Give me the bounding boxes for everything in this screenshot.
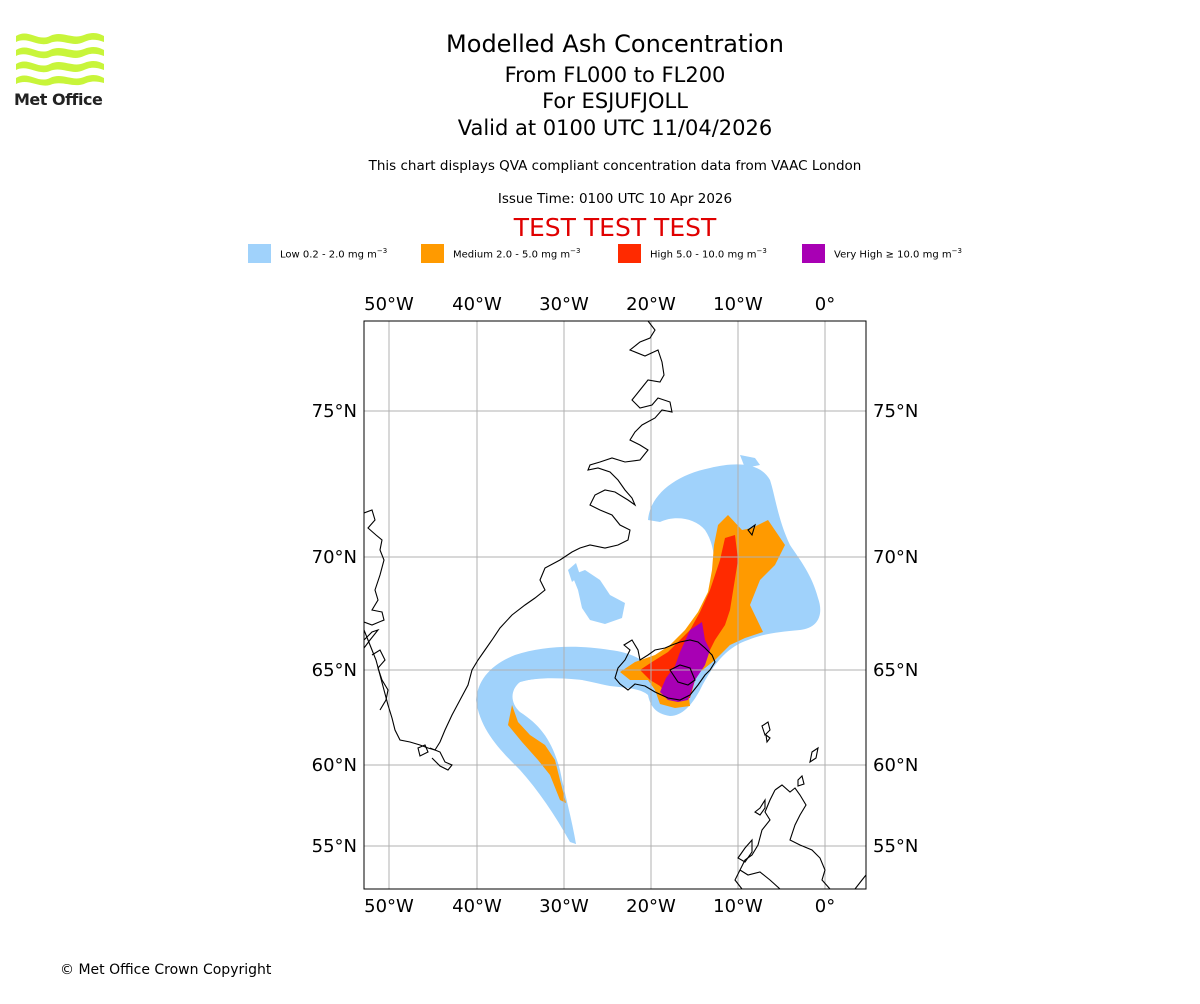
legend-unit-very-high: −3 [951, 247, 962, 255]
lat-label: 70°N [873, 547, 918, 568]
chart-title: Modelled Ash Concentration [446, 30, 784, 58]
legend-unit-low: −3 [376, 247, 388, 255]
lon-label: 30°W [539, 294, 589, 315]
lon-label: 0° [815, 896, 835, 917]
lon-label: 10°W [713, 294, 763, 315]
met-office-logo: Met Office [14, 30, 106, 112]
legend-label-very-high: Very High ≥ 10.0 mg m [834, 249, 952, 261]
legend-swatch-medium [421, 244, 444, 263]
legend-label-medium: Medium 2.0 - 5.0 mg m [453, 249, 571, 261]
lat-label: 60°N [873, 755, 918, 776]
lon-label: 10°W [713, 896, 763, 917]
lon-label: 20°W [626, 294, 676, 315]
map-frame [363, 320, 867, 890]
lon-label: 20°W [626, 896, 676, 917]
legend-unit-medium: −3 [570, 247, 581, 255]
flight-levels: From FL000 to FL200 [504, 63, 726, 87]
coastlines [364, 321, 866, 889]
chart-description: This chart displays QVA compliant concen… [368, 158, 862, 174]
lon-label: 50°W [364, 294, 414, 315]
met-office-waves-icon [16, 33, 104, 86]
lat-labels-left: 75°N 70°N 65°N 60°N 55°N [312, 401, 357, 857]
graticule [364, 321, 866, 889]
lat-label: 65°N [312, 660, 357, 681]
valid-time: Valid at 0100 UTC 11/04/2026 [457, 116, 773, 140]
legend-swatch-very-high [802, 244, 825, 263]
lat-label: 55°N [312, 836, 357, 857]
lon-label: 30°W [539, 896, 589, 917]
issue-time: Issue Time: 0100 UTC 10 Apr 2026 [497, 191, 733, 207]
ash-high [640, 535, 738, 700]
lat-label: 75°N [873, 401, 918, 422]
lat-label: 70°N [312, 547, 357, 568]
lat-labels-right: 75°N 70°N 65°N 60°N 55°N [873, 401, 918, 857]
lon-label: 40°W [452, 294, 502, 315]
copyright: © Met Office Crown Copyright [60, 962, 272, 978]
test-banner: TEST TEST TEST [513, 213, 717, 242]
legend-unit-high: −3 [756, 247, 767, 255]
logo-text: Met Office [14, 90, 103, 109]
legend-swatch-low [248, 244, 271, 263]
lat-label: 75°N [312, 401, 357, 422]
lat-label: 65°N [873, 660, 918, 681]
lon-label: 40°W [452, 896, 502, 917]
lon-label: 0° [815, 294, 835, 315]
legend-label-high: High 5.0 - 10.0 mg m [650, 249, 757, 261]
lat-label: 60°N [312, 755, 357, 776]
lon-labels-bottom: 50°W 40°W 30°W 20°W 10°W 0° [364, 896, 835, 917]
lon-labels-top: 50°W 40°W 30°W 20°W 10°W 0° [364, 294, 835, 315]
legend-label-low: Low 0.2 - 2.0 mg m [280, 249, 377, 261]
lat-label: 55°N [873, 836, 918, 857]
volcano-name: For ESJUFJOLL [542, 89, 688, 113]
lon-label: 50°W [364, 896, 414, 917]
legend-swatch-high [618, 244, 641, 263]
ash-low [476, 455, 821, 844]
